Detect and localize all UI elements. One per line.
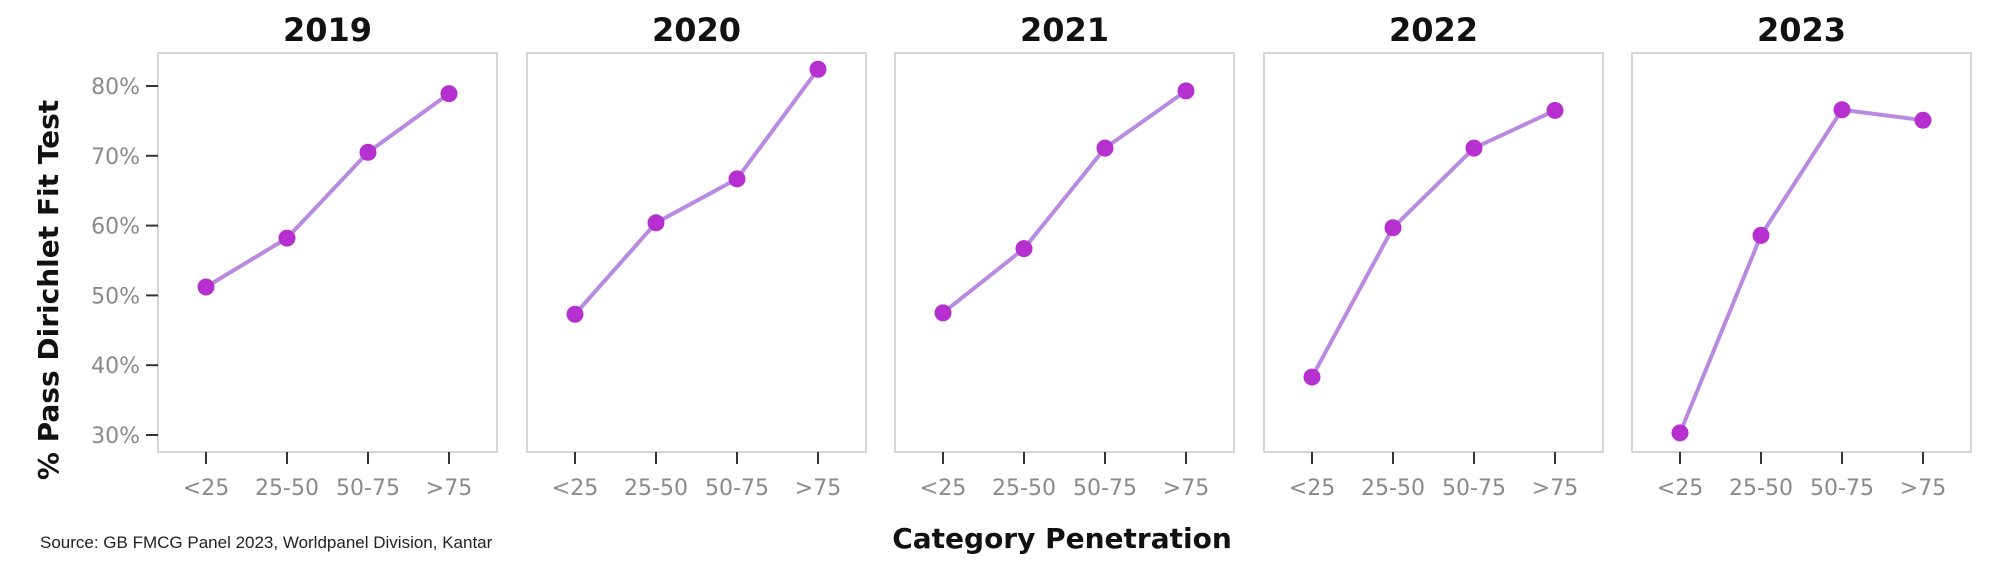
panel-title: 2022 (1389, 11, 1478, 49)
x-tick-label: >75 (426, 476, 472, 501)
panel-title: 2021 (1020, 11, 1109, 49)
data-point (440, 85, 458, 103)
x-tick-label: >75 (1900, 476, 1946, 501)
panel-2021: 2021 <25 25-50 50-75 >75 (894, 11, 1235, 501)
x-tick-label: 25-50 (1729, 476, 1793, 501)
series-line (204, 91, 451, 290)
y-tick-label: 40% (91, 354, 140, 379)
series-line (1678, 107, 1925, 435)
x-tick-label: 25-50 (1361, 476, 1425, 501)
x-tick-label: >75 (795, 476, 841, 501)
series-line (1310, 108, 1557, 380)
data-point (1914, 111, 1932, 129)
panel-frame (526, 52, 867, 453)
data-point (1177, 82, 1195, 100)
data-point (1015, 240, 1033, 258)
x-tick-label: <25 (552, 476, 598, 501)
x-tick-label: <25 (183, 476, 229, 501)
data-point (197, 278, 215, 296)
x-tick-label: <25 (1289, 476, 1335, 501)
data-point (1671, 424, 1689, 442)
x-tick-label: 50-75 (705, 476, 769, 501)
x-tick-label: >75 (1532, 476, 1578, 501)
x-tick-label: 50-75 (1073, 476, 1137, 501)
data-point (278, 229, 296, 247)
data-point (934, 304, 952, 322)
y-tick-label: 60% (91, 215, 140, 240)
panel-frame (1263, 52, 1604, 453)
panel-2020: 2020 <25 25-50 50-75 >75 (526, 11, 867, 501)
x-tick-label: 50-75 (1810, 476, 1874, 501)
x-tick-label: 50-75 (336, 476, 400, 501)
x-tick-label: 25-50 (992, 476, 1056, 501)
data-point (1096, 139, 1114, 157)
x-tick-label: 50-75 (1442, 476, 1506, 501)
panel-frame (894, 52, 1235, 453)
data-point (359, 143, 377, 161)
data-point (1546, 101, 1564, 119)
data-point (566, 305, 584, 323)
panel-title: 2019 (283, 11, 372, 49)
x-tick-label: >75 (1163, 476, 1209, 501)
x-tick-label: <25 (1657, 476, 1703, 501)
data-point (647, 214, 665, 232)
panel-2022: 2022 <25 25-50 50-75 >75 (1263, 11, 1604, 501)
y-axis-label: % Pass Dirichlet Fit Test (32, 100, 65, 480)
source-note: Source: GB FMCG Panel 2023, Worldpanel D… (40, 533, 493, 552)
series-line (573, 67, 820, 317)
panel-frame (157, 52, 498, 453)
data-point (1303, 368, 1321, 386)
y-tick-label: 50% (91, 284, 140, 309)
panel-2023: 2023 <25 25-50 50-75 >75 (1631, 11, 1972, 501)
panels: 2019 <25 25-50 50-75 >75 2020 <25 25-50 50-75 >75… (157, 11, 1972, 501)
x-tick-label: <25 (920, 476, 966, 501)
x-tick-label: 25-50 (255, 476, 319, 501)
data-point (728, 170, 746, 188)
y-tick-label: 80% (91, 75, 140, 100)
panel-2019: 2019 <25 25-50 50-75 >75 (157, 11, 498, 501)
data-point (1384, 219, 1402, 237)
panel-title: 2020 (652, 11, 741, 49)
y-axis: 30% 40% 50% 60% 70% 80% (91, 75, 158, 449)
data-point (1465, 139, 1483, 157)
panel-title: 2023 (1757, 11, 1846, 49)
data-point (809, 60, 827, 78)
x-tick-label: 25-50 (624, 476, 688, 501)
x-axis-label: Category Penetration (892, 522, 1232, 555)
data-point (1833, 101, 1851, 119)
y-tick-label: 70% (91, 145, 140, 170)
y-tick-label: 30% (91, 424, 140, 449)
data-point (1752, 226, 1770, 244)
series-line (941, 88, 1188, 315)
